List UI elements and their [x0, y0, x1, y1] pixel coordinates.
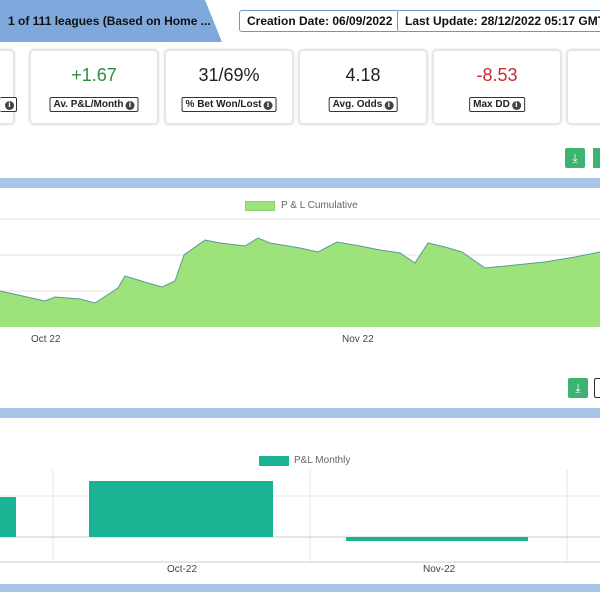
- stat-value: 31/69%: [198, 65, 260, 85]
- info-icon[interactable]: i: [511, 101, 521, 110]
- cumulative-pl-chart: [0, 218, 600, 327]
- stat-value: -8.53: [476, 65, 518, 85]
- download-icon: ⤓: [575, 381, 581, 395]
- x-tick-oct: Oct 22: [31, 334, 61, 345]
- x-tick-oct-22: Oct-22: [167, 564, 198, 575]
- stat-label: % Bet Won/Lost i: [181, 97, 277, 112]
- stat-card-bet-won-lost: 31/69% % Bet Won/Lost i: [165, 50, 293, 124]
- stat-label: Avg. Odds i: [328, 97, 398, 112]
- section-divider-bottom: [0, 584, 600, 592]
- section-divider: [0, 408, 600, 418]
- info-icon[interactable]: i: [125, 101, 135, 110]
- monthly-pl-chart: [0, 470, 600, 563]
- last-update: Last Update: 28/12/2022 05:17 GMT+1: [397, 10, 600, 32]
- stat-label: Av. P&L/Month i: [49, 97, 139, 112]
- bar-sep-22: [0, 497, 16, 537]
- info-icon[interactable]: i: [5, 101, 14, 110]
- bar-nov-22: [346, 537, 528, 541]
- export-button-partial[interactable]: [593, 148, 600, 168]
- stat-card-partial: i: [0, 50, 17, 124]
- download-button[interactable]: ⤓: [568, 378, 588, 398]
- stat-label-partial: i: [0, 97, 17, 112]
- download-button[interactable]: ⤓: [565, 148, 585, 168]
- legend-swatch-cumulative: [245, 201, 275, 211]
- strategy-title: 1 of 111 leagues (Based on Home ...: [8, 14, 211, 28]
- export-button-partial[interactable]: [594, 378, 600, 398]
- info-icon[interactable]: i: [263, 101, 273, 110]
- stat-value: +1.67: [71, 65, 117, 85]
- cumulative-line: [0, 237, 600, 304]
- section-divider: [0, 178, 600, 188]
- download-icon: ⤓: [572, 151, 578, 165]
- creation-date: Creation Date: 06/09/2022: [239, 10, 401, 32]
- stat-card-avg-odds: 4.18 Avg. Odds i: [299, 50, 427, 124]
- stat-label: Max DD i: [469, 97, 525, 112]
- stat-card-max-dd: -8.53 Max DD i: [433, 50, 561, 124]
- legend-label-monthly: P&L Monthly: [294, 455, 351, 466]
- x-tick-nov-22: Nov-22: [423, 564, 456, 575]
- legend-swatch-monthly: [259, 456, 289, 466]
- stat-value: 4.18: [345, 65, 381, 85]
- cumulative-area: [0, 238, 600, 327]
- stat-card-partial-right: [567, 50, 600, 124]
- x-tick-nov: Nov 22: [342, 334, 374, 345]
- bar-oct-22: [89, 481, 273, 537]
- legend-label-cumulative: P & L Cumulative: [281, 200, 358, 211]
- header-tab: [0, 0, 222, 42]
- stat-card-av-pl-month: +1.67 Av. P&L/Month i: [30, 50, 158, 124]
- info-icon[interactable]: i: [384, 101, 394, 110]
